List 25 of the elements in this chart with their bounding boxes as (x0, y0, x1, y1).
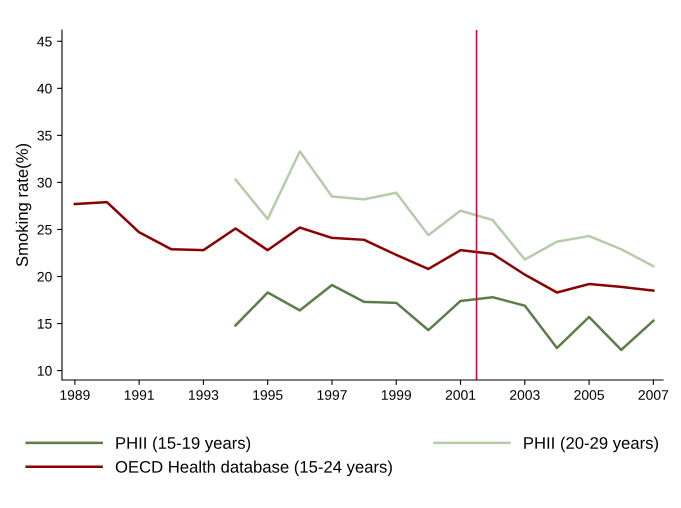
legend-label: OECD Health database (15-24 years) (116, 460, 392, 476)
y-axis-title: Smoking rate(%) (16, 144, 32, 266)
legend-label: PHII (20-29 years) (524, 436, 658, 452)
y-tick-label: 15 (38, 319, 52, 329)
y-tick-label: 35 (37, 130, 52, 141)
line-series (234, 150, 655, 268)
x-tick-label: 2005 (574, 390, 604, 400)
x-tick-label: 1989 (60, 390, 90, 400)
x-tick-label: 1997 (318, 390, 347, 400)
y-tick-label: 45 (37, 36, 52, 46)
y-tick-label: 10 (38, 366, 52, 376)
x-tick-label: 1993 (189, 390, 218, 400)
x-tick-label: 1999 (382, 390, 412, 400)
y-tick-label: 25 (38, 224, 52, 235)
y-tick-label: 20 (38, 272, 52, 282)
y-tick-label: 30 (37, 178, 52, 188)
line-series (234, 284, 655, 352)
line-series (74, 200, 655, 294)
x-tick-label: 2007 (638, 390, 668, 400)
legend-label: PHII (15-19 years) (116, 436, 250, 452)
y-tick-label: 40 (37, 84, 52, 94)
x-tick-label: 1991 (124, 390, 154, 400)
x-tick-label: 2001 (446, 390, 476, 400)
x-tick-label: 2003 (510, 390, 540, 400)
x-tick-label: 1995 (253, 390, 283, 400)
